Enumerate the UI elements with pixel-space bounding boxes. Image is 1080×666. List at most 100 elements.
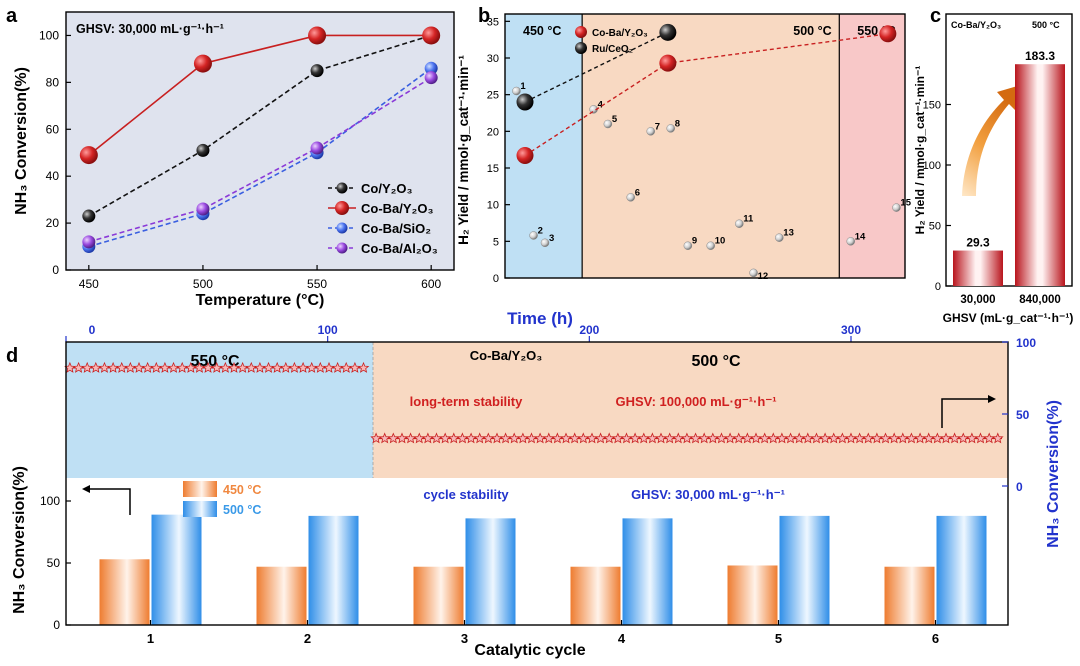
x-tick-label-d: 4 xyxy=(618,631,626,646)
data-point-a xyxy=(424,61,438,75)
right-y-tick-label-d: 0 xyxy=(1016,480,1023,494)
legend-label-d: 450 °C xyxy=(223,483,261,497)
legend-marker-a xyxy=(336,182,348,194)
x-tick-label-d: 3 xyxy=(461,631,468,646)
zone-label-550-d: 550 °C xyxy=(190,353,240,370)
y-tick-label-a: 0 xyxy=(52,263,59,277)
data-point-b xyxy=(659,54,677,72)
x-tick-label-a: 550 xyxy=(307,277,327,291)
legend-marker-b xyxy=(575,26,587,38)
legend-swatch-d xyxy=(183,481,217,497)
long-term-series-d xyxy=(64,361,1004,444)
title-right-c: 500 °C xyxy=(1032,20,1060,30)
legend-label-a: Co-Ba/SiO₂ xyxy=(361,221,431,236)
reference-point-label-b: 3 xyxy=(549,233,554,244)
x-tick-label-d: 1 xyxy=(147,631,154,646)
reference-point-b xyxy=(529,231,538,240)
reference-point-label-b: 2 xyxy=(538,225,543,236)
x-axis-label-d: Catalytic cycle xyxy=(474,642,585,659)
zone-500-d xyxy=(373,342,1008,478)
plot-area-a xyxy=(65,11,455,271)
left-y-tick-label-d: 50 xyxy=(47,556,61,570)
bar-450-d xyxy=(413,566,464,625)
y-tick-label-b: 10 xyxy=(487,200,499,212)
zone-b xyxy=(839,14,905,278)
data-point-b xyxy=(516,147,534,165)
legend-label-a: Co/Y₂O₃ xyxy=(361,181,413,196)
reference-point-label-b: 10 xyxy=(715,236,726,247)
left-axis-arrow xyxy=(88,488,131,515)
reference-point-b xyxy=(603,119,613,129)
series-line-a-0 xyxy=(88,34,432,217)
y-ticks-c: 0 50 100 150 xyxy=(923,100,951,293)
left-y-axis-label-d: NH₃ Conversion(%) xyxy=(11,466,28,614)
panel-label-a: a xyxy=(6,5,18,27)
series-a xyxy=(79,26,441,254)
data-point-a xyxy=(196,202,210,216)
zone-b xyxy=(505,14,583,278)
left-y-tick-label-d: 100 xyxy=(40,494,60,508)
x-tick-label-c: 30,000 xyxy=(960,294,995,306)
reference-point-b xyxy=(683,241,693,250)
legend-label-b: Ru/CeO₂ xyxy=(592,44,633,55)
bar-500-d xyxy=(622,518,673,625)
bar-500-d xyxy=(308,515,359,625)
right-y-tick-label-d: 100 xyxy=(1016,336,1036,350)
top-x-tick-label-d: 100 xyxy=(318,323,338,337)
reference-point-b xyxy=(775,233,784,242)
zone-label-b: 500 °C xyxy=(793,24,831,38)
data-point-a xyxy=(310,141,324,155)
x-tick-label-d: 6 xyxy=(932,631,939,646)
reference-point-b xyxy=(846,237,855,246)
top-x-tick-label-d: 300 xyxy=(841,323,861,337)
temperature-zones-b: 450 °C 500 °C 550 °C xyxy=(505,14,905,278)
reference-point-label-b: 7 xyxy=(655,121,660,132)
x-tick-label-d: 5 xyxy=(775,631,782,646)
reference-point-b xyxy=(626,193,635,202)
reference-point-label-b: 4 xyxy=(598,99,604,110)
top-x-tick-label-d: 0 xyxy=(89,323,96,337)
legend-marker-a xyxy=(335,201,349,215)
legend-marker-a xyxy=(336,222,348,234)
panel-d: d 550 °C Co-Ba/Y₂O₃ 500 °C long-term sta… xyxy=(6,336,1062,659)
y-axis-label-a: NH₃ Conversion(%) xyxy=(13,67,30,215)
legend-label-b: Co-Ba/Y₂O₃ xyxy=(592,28,648,39)
bar-500-d xyxy=(465,518,516,625)
x-ticks-d: 1 2 3 4 5 6 xyxy=(147,620,939,646)
legend-label-d: 500 °C xyxy=(223,503,261,517)
reference-point-b xyxy=(749,268,758,278)
x-tick-label-a: 450 xyxy=(79,277,99,291)
data-point-a xyxy=(82,209,96,223)
y-tick-label-c: 50 xyxy=(929,221,941,233)
reference-point-label-b: 5 xyxy=(612,114,618,125)
y-tick-label-c: 100 xyxy=(923,160,941,172)
left-y-tick-label-d: 0 xyxy=(53,618,60,632)
x-ticks-a: 450 500 550 600 xyxy=(79,265,442,291)
x-tick-label-a: 600 xyxy=(421,277,441,291)
left-y-ticks-d: 0 50 100 xyxy=(40,494,71,632)
plot-area-d xyxy=(65,341,1009,626)
reference-point-label-b: 9 xyxy=(692,236,697,247)
bar-c xyxy=(1015,64,1065,286)
legend-label-a: Co-Ba/Al₂O₃ xyxy=(361,241,438,256)
legend-label-a: Co-Ba/Y₂O₃ xyxy=(361,201,433,216)
zone-label-500-d: 500 °C xyxy=(691,353,741,370)
x-tick-label-c: 840,000 xyxy=(1019,294,1061,306)
series-line-a-1 xyxy=(88,34,432,156)
data-point-a xyxy=(424,71,438,85)
right-axis-arrow-head xyxy=(988,395,996,403)
series-line-a-3 xyxy=(88,76,432,243)
long-term-star-marker xyxy=(991,432,1004,444)
zone-label-b: 450 °C xyxy=(523,24,561,38)
y-tick-label-a: 60 xyxy=(46,122,60,136)
bar-450-d xyxy=(99,559,150,625)
y-tick-label-a: 80 xyxy=(46,75,60,89)
data-point-a xyxy=(196,143,210,157)
reference-point-label-b: 6 xyxy=(635,187,640,198)
reference-point-label-b: 8 xyxy=(675,118,680,129)
x-axis-label-c: GHSV (mL·g_cat⁻¹·h⁻¹) xyxy=(943,311,1074,325)
data-point-b xyxy=(879,25,897,43)
bar-c xyxy=(953,250,1003,286)
data-point-b xyxy=(516,93,534,111)
top-x-tick-label-d: 200 xyxy=(579,323,599,337)
